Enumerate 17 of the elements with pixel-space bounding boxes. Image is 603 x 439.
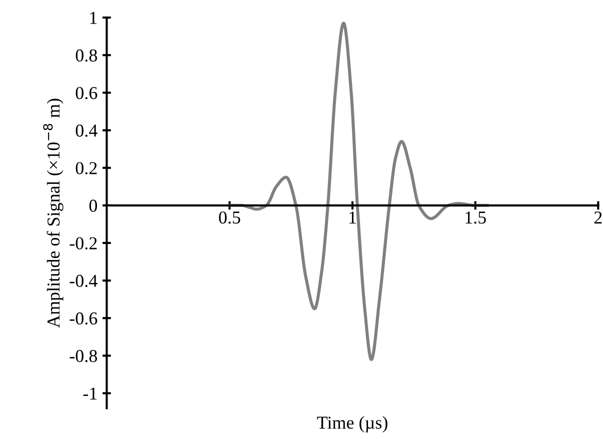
y-tick-label: -1 [83,388,97,400]
y-tick-label: -0.8 [70,350,98,362]
y-tick-label: 1 [90,12,97,24]
x-axis-title: Time (µs) [317,416,388,432]
y-tick-label: 0.2 [76,162,97,174]
y-tick-label: -0.4 [70,274,98,288]
y-tick-label: -0.6 [70,312,98,325]
y-tick-label: 0.6 [76,86,98,100]
y-tick-label: 0.4 [76,124,98,137]
y-tick-label: 0.8 [76,49,98,62]
x-tick-label: 1 [350,212,356,224]
y-tick-label: 0 [89,200,98,212]
y-axis-title: Amplitude of Signal (×10$^{−8}$ m) [43,98,64,328]
x-tick-label: 1.5 [466,212,486,224]
x-tick-label: 0.5 [218,211,240,224]
x-tick-label: 2 [594,212,602,224]
y-tick-label: -0.2 [70,237,97,250]
